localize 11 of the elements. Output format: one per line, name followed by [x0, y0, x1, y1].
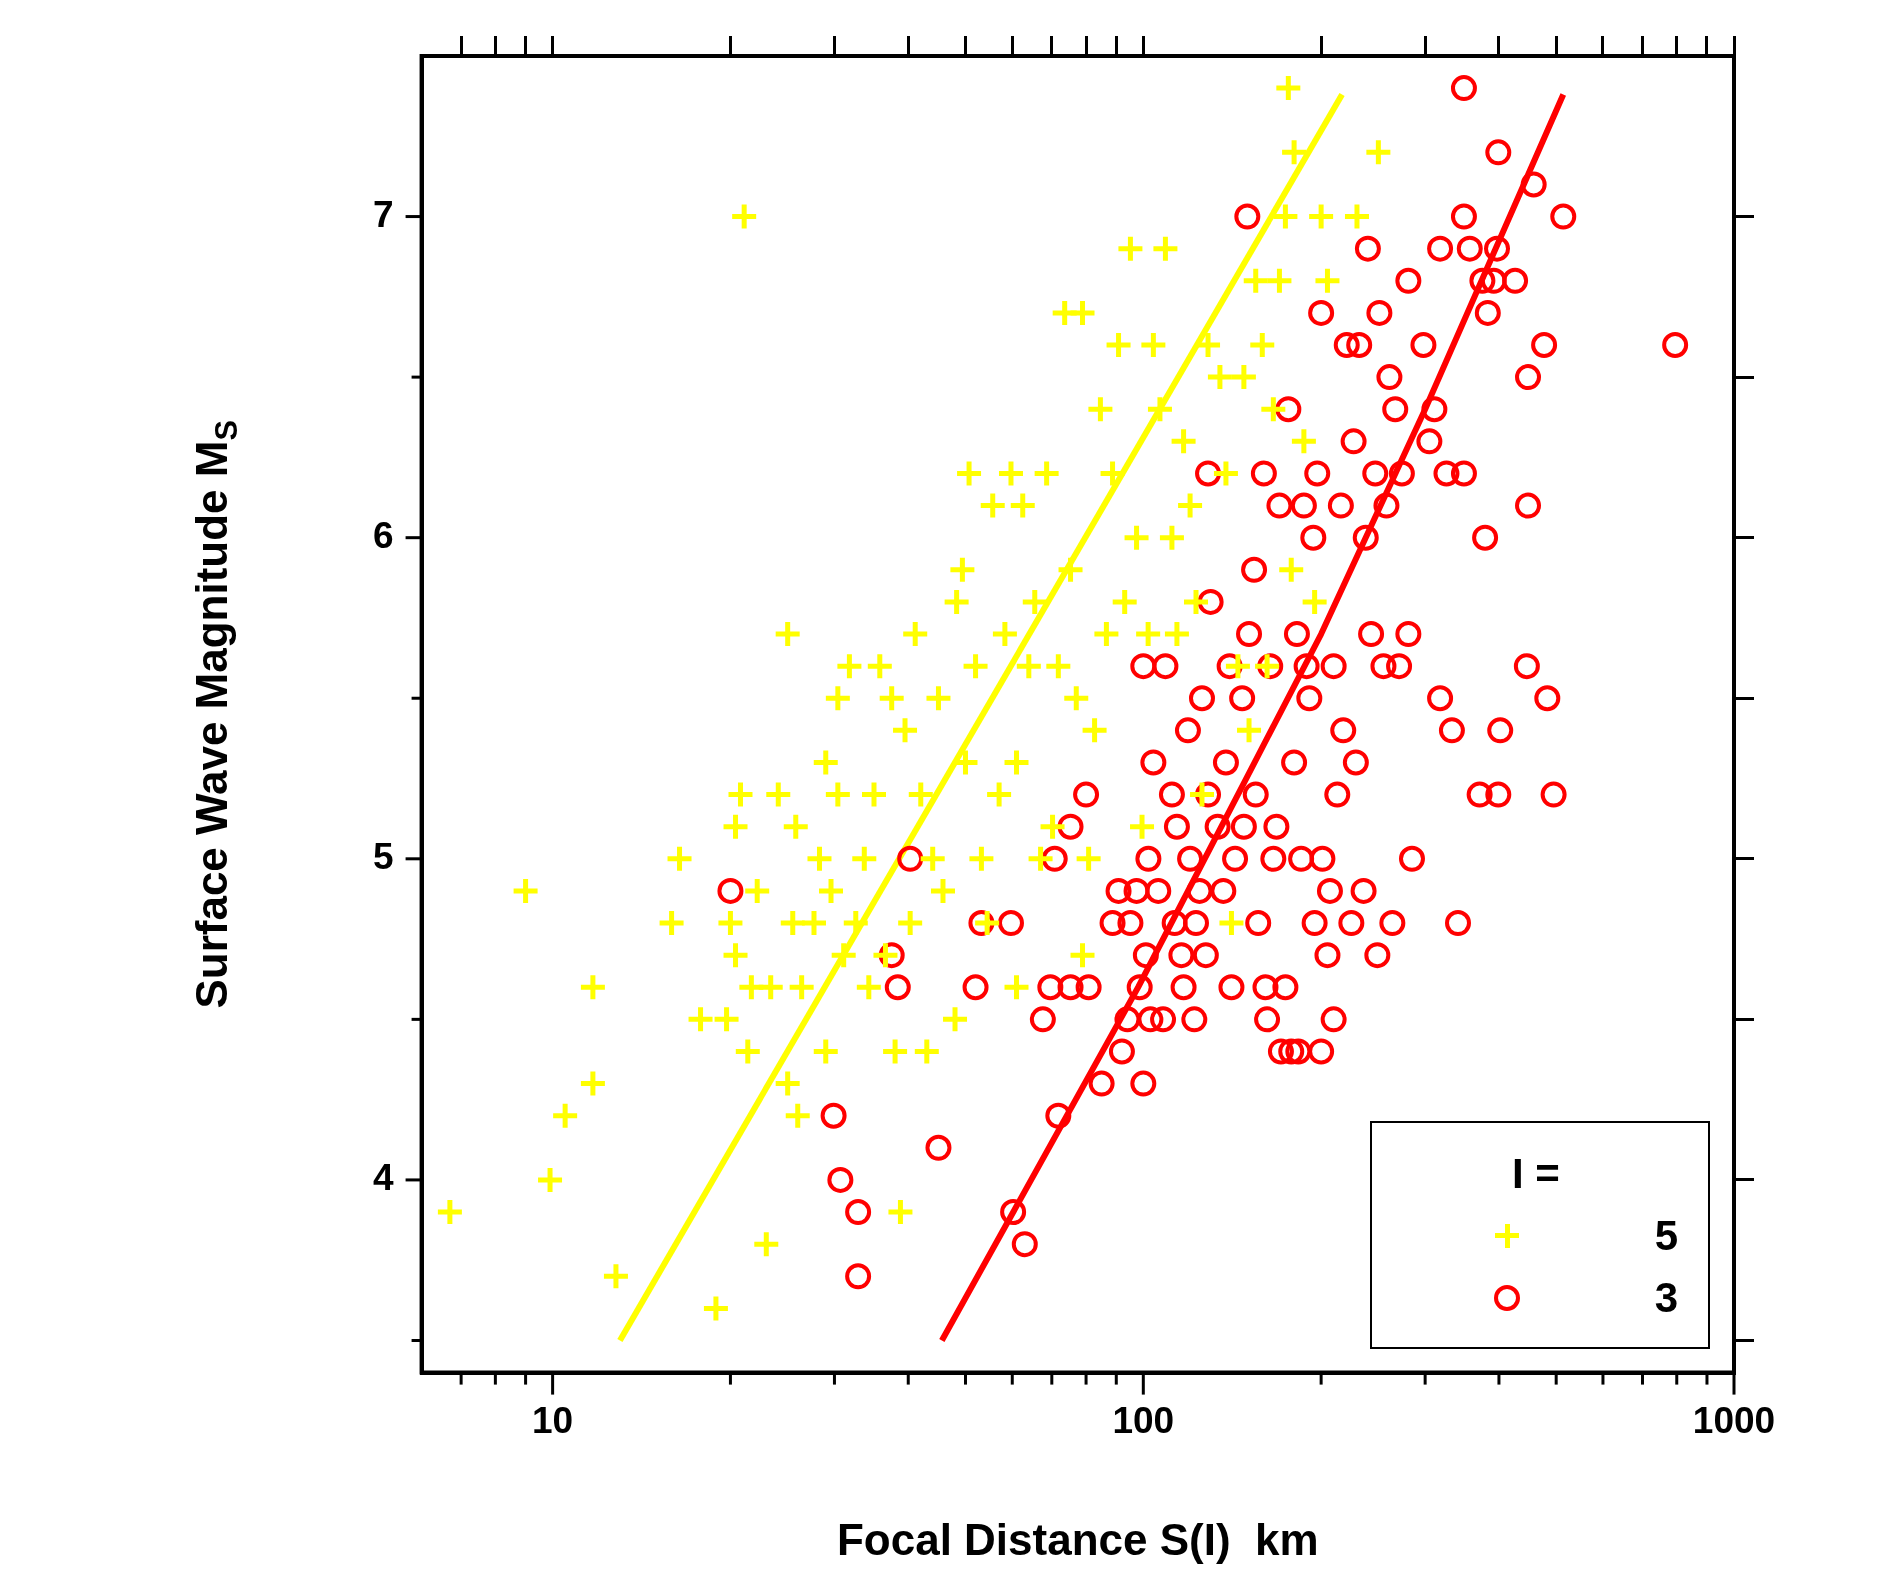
legend-title: I =: [1511, 1148, 1561, 1199]
y-tick-label: 6: [373, 514, 394, 556]
y-tick-label: 4: [373, 1157, 394, 1199]
y-tick-label: 7: [373, 193, 394, 235]
x-tick-label: 100: [1112, 1400, 1175, 1441]
x-tick-label: 10: [532, 1400, 574, 1441]
x-axis-title: Focal Distance S(I) km: [836, 1515, 1319, 1565]
legend-box: I = 5 3: [1370, 1120, 1710, 1349]
x-tick-label: 1000: [1692, 1400, 1776, 1441]
y-axis-title: Surface Wave Magnitude MS: [187, 420, 244, 1009]
y-tick-label: 5: [373, 836, 394, 878]
